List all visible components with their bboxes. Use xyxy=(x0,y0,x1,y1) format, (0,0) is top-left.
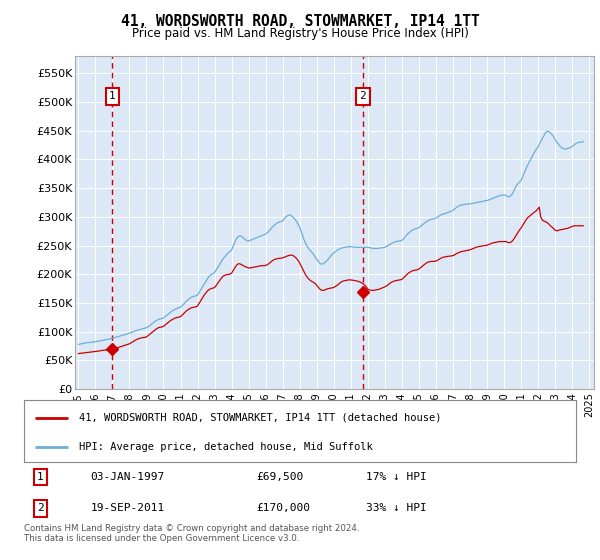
Text: 2: 2 xyxy=(37,503,44,514)
Text: 17% ↓ HPI: 17% ↓ HPI xyxy=(366,472,427,482)
Text: 41, WORDSWORTH ROAD, STOWMARKET, IP14 1TT: 41, WORDSWORTH ROAD, STOWMARKET, IP14 1T… xyxy=(121,14,479,29)
Text: 2: 2 xyxy=(359,91,366,101)
Text: 1: 1 xyxy=(37,472,44,482)
Text: £69,500: £69,500 xyxy=(256,472,303,482)
Text: 1: 1 xyxy=(109,91,116,101)
Text: 03-JAN-1997: 03-JAN-1997 xyxy=(90,472,164,482)
Text: Contains HM Land Registry data © Crown copyright and database right 2024.
This d: Contains HM Land Registry data © Crown c… xyxy=(24,524,359,543)
Text: £170,000: £170,000 xyxy=(256,503,310,514)
Text: 33% ↓ HPI: 33% ↓ HPI xyxy=(366,503,427,514)
Text: HPI: Average price, detached house, Mid Suffolk: HPI: Average price, detached house, Mid … xyxy=(79,442,373,451)
Text: 41, WORDSWORTH ROAD, STOWMARKET, IP14 1TT (detached house): 41, WORDSWORTH ROAD, STOWMARKET, IP14 1T… xyxy=(79,413,442,423)
Text: Price paid vs. HM Land Registry's House Price Index (HPI): Price paid vs. HM Land Registry's House … xyxy=(131,27,469,40)
Text: 19-SEP-2011: 19-SEP-2011 xyxy=(90,503,164,514)
